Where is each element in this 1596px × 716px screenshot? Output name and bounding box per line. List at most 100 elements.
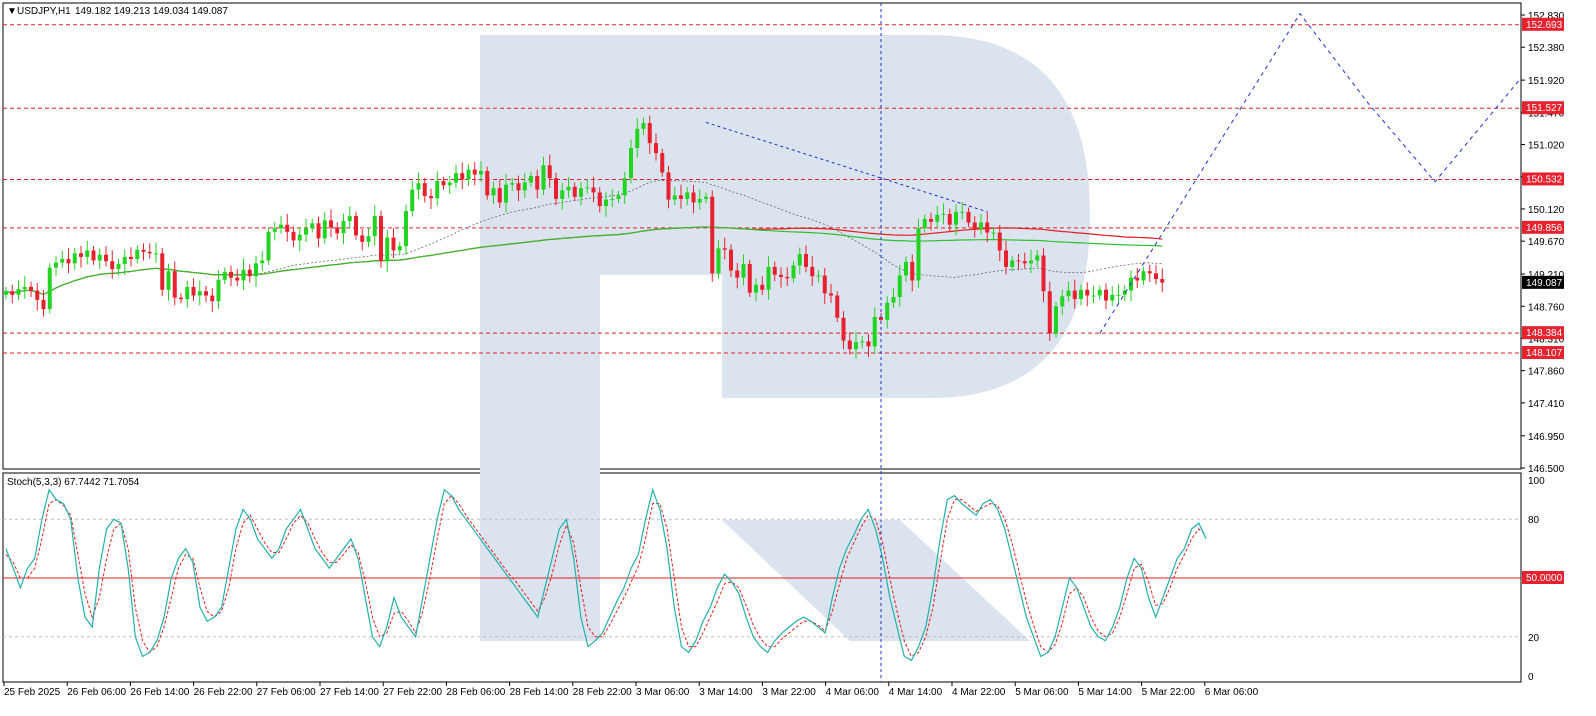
candle-bullish xyxy=(904,261,908,276)
price-tick-label: 149.210 xyxy=(1528,270,1565,281)
chart-menu-icon[interactable]: ▼ xyxy=(7,6,17,17)
candle-bearish xyxy=(285,224,290,232)
candle-bullish xyxy=(347,216,352,222)
candle-bearish xyxy=(1085,289,1090,296)
candle-bearish xyxy=(1041,255,1046,292)
candle-bearish xyxy=(229,271,233,278)
candle-bearish xyxy=(472,169,477,175)
candle-bullish xyxy=(197,291,202,296)
candle-bearish xyxy=(835,295,840,318)
candle-bearish xyxy=(329,220,333,228)
candle-bullish xyxy=(504,184,508,203)
candle-bullish xyxy=(185,286,190,300)
candle-bearish xyxy=(554,178,558,199)
candle-bullish xyxy=(416,183,421,190)
candle-bearish xyxy=(572,186,577,197)
candle-bullish xyxy=(685,192,690,199)
candle-bullish xyxy=(629,148,633,179)
candle-bullish xyxy=(935,214,940,222)
candle-bullish xyxy=(854,342,858,350)
candle-bearish xyxy=(997,232,1002,251)
candle-bullish xyxy=(279,224,283,229)
candle-bullish xyxy=(260,260,265,264)
candle-bullish xyxy=(447,182,452,186)
candle-bullish xyxy=(1035,255,1040,261)
candle-bullish xyxy=(216,279,221,302)
candle-bearish xyxy=(691,192,696,203)
level-price-label: 149.856 xyxy=(1526,223,1563,234)
candle-bullish xyxy=(741,264,746,278)
candle-bearish xyxy=(810,266,815,277)
candle-bearish xyxy=(1104,289,1108,301)
candle-bullish xyxy=(1060,296,1065,307)
stoch-level-label: 50.0000 xyxy=(1526,573,1563,584)
candle-bullish xyxy=(860,341,865,343)
time-tick-label: 26 Feb 06:00 xyxy=(67,687,126,698)
candle-bullish xyxy=(491,188,496,196)
candle-bearish xyxy=(966,211,971,223)
time-tick-label: 26 Feb 22:00 xyxy=(194,687,253,698)
candle-bullish xyxy=(622,178,627,196)
candle-bullish xyxy=(672,195,677,200)
candle-bearish xyxy=(485,171,490,196)
candle-bearish xyxy=(35,290,40,300)
candle-bullish xyxy=(47,267,52,310)
level-price-label: 152.693 xyxy=(1526,20,1563,31)
level-price-label: 151.527 xyxy=(1526,103,1563,114)
price-tick-label: 151.920 xyxy=(1528,76,1565,87)
price-tick-label: 146.500 xyxy=(1528,464,1565,475)
candle-bullish xyxy=(304,228,308,235)
candle-bullish xyxy=(1122,290,1127,295)
moving-average-gray-dotted xyxy=(5,180,1163,295)
candle-bullish xyxy=(1079,289,1083,300)
candle-bearish xyxy=(841,317,846,341)
candle-bearish xyxy=(660,153,665,173)
candle-bullish xyxy=(397,246,402,251)
candle-bearish xyxy=(247,269,252,277)
stoch-label: Stoch(5,3,3) 67.7442 71.7054 xyxy=(7,477,140,488)
time-tick-label: 5 Mar 06:00 xyxy=(1015,687,1069,698)
candle-bearish xyxy=(29,286,33,291)
candle-bearish xyxy=(679,195,683,199)
candle-bearish xyxy=(654,143,658,154)
candle-bullish xyxy=(435,181,440,199)
candle-bullish xyxy=(1141,271,1146,281)
level-price-label: 148.107 xyxy=(1526,348,1563,359)
candle-bullish xyxy=(610,198,615,200)
candle-bearish xyxy=(91,250,96,261)
watermark-logo xyxy=(480,35,1090,641)
candle-bearish xyxy=(597,192,602,207)
candle-bearish xyxy=(591,187,596,193)
candle-bullish xyxy=(454,173,458,183)
candle-bearish xyxy=(647,123,652,144)
price-tick-label: 152.380 xyxy=(1528,43,1565,54)
candle-bullish xyxy=(272,228,277,232)
candle-bullish xyxy=(4,291,8,295)
candle-bullish xyxy=(766,266,771,290)
candle-bullish xyxy=(366,236,371,242)
candle-bearish xyxy=(804,254,808,267)
candle-bullish xyxy=(585,187,590,189)
level-price-tag xyxy=(1522,326,1564,340)
candle-bearish xyxy=(666,172,671,200)
stoch-level-tag xyxy=(1522,571,1564,584)
candle-bearish xyxy=(354,216,358,236)
candle-bullish xyxy=(166,271,171,290)
candle-bearish xyxy=(1154,273,1158,280)
candle-bearish xyxy=(41,299,46,310)
candle-bearish xyxy=(929,218,933,222)
candle-bearish xyxy=(422,183,427,197)
time-tick-label: 4 Mar 06:00 xyxy=(826,687,880,698)
candle-bullish xyxy=(1110,294,1115,301)
candle-bearish xyxy=(429,196,433,199)
candle-bearish xyxy=(779,274,783,277)
candle-bullish xyxy=(991,232,996,234)
candle-bullish xyxy=(797,254,802,266)
candle-bullish xyxy=(979,222,983,229)
candle-bearish xyxy=(316,223,321,239)
candle-bearish xyxy=(210,295,215,302)
current-price-label: 149.087 xyxy=(1526,278,1563,289)
candle-bullish xyxy=(297,234,302,241)
candle-bullish xyxy=(816,275,821,277)
